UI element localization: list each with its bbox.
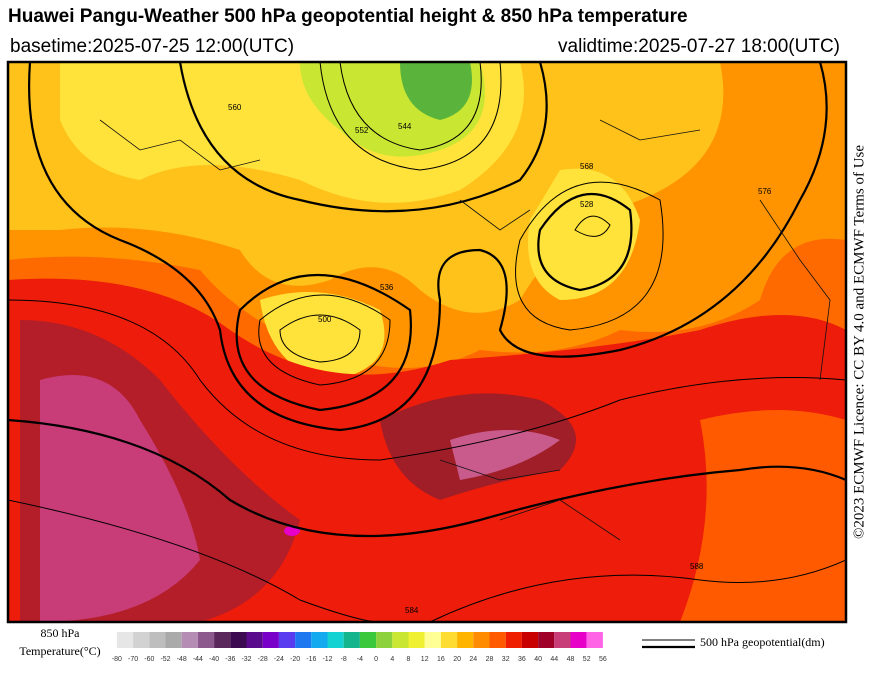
contour-label: 500 [318, 315, 332, 324]
colorbar-tick: 40 [534, 656, 542, 663]
colorbar-tick: -8 [341, 656, 347, 663]
colorbar-swatch [570, 632, 587, 648]
contour-label: 528 [580, 200, 594, 209]
colorbar-swatch [538, 632, 555, 648]
colorbar-swatch [376, 632, 393, 648]
colorbar-tick: 32 [502, 656, 510, 663]
colorbar-tick: -32 [241, 656, 251, 663]
colorbar-swatch [165, 632, 182, 648]
colorbar-tick: 24 [469, 656, 477, 663]
colorbar-tick: 8 [407, 656, 411, 663]
colorbar-swatch [149, 632, 166, 648]
colorbar-tick: -48 [177, 656, 187, 663]
colorbar-swatch [278, 632, 296, 648]
colorbar-swatch [489, 632, 506, 648]
colorbar-swatch [116, 632, 134, 648]
contour-label: 588 [690, 562, 704, 571]
colorbar-tick: 20 [453, 656, 461, 663]
contour-label: 552 [355, 126, 369, 135]
colorbar-swatch [586, 632, 603, 648]
contour-label: 560 [228, 103, 242, 112]
colorbar-tick: -80 [112, 656, 122, 663]
colorbar-tick: 12 [421, 656, 429, 663]
colorbar-tick: -40 [209, 656, 219, 663]
license: ©2023 ECMWF Licence: CC BY 4.0 and ECMWF… [851, 145, 867, 539]
colorbar-tick: 16 [437, 656, 445, 663]
colorbar-swatch [246, 632, 263, 648]
colorbar-swatch [521, 632, 539, 648]
colorbar-swatch [343, 632, 360, 648]
colorbar-tick: -28 [258, 656, 268, 663]
colorbar-tick: 28 [486, 656, 494, 663]
colorbar-tick: 56 [599, 656, 607, 663]
contour-label: 536 [380, 283, 394, 292]
colorbar-swatch [392, 632, 409, 648]
colorbar-tick: -4 [357, 656, 363, 663]
colorbar-title: 850 hPa [41, 626, 81, 640]
colorbar-tick: -12 [322, 656, 332, 663]
validtime: validtime:2025-07-27 18:00(UTC) [558, 36, 840, 57]
contour-label: 544 [398, 122, 412, 131]
colorbar-swatch [554, 632, 571, 648]
colorbar-swatch [408, 632, 425, 648]
colorbar-tick: -52 [160, 656, 170, 663]
colorbar-title: Temperature(°C) [19, 644, 100, 658]
colorbar-swatch [295, 632, 312, 648]
contour-label: 584 [405, 606, 419, 615]
colorbar-tick: -36 [225, 656, 235, 663]
colorbar-swatch [505, 632, 522, 648]
colorbar-tick: 36 [518, 656, 526, 663]
colorbar-swatch [311, 632, 328, 648]
title: Huawei Pangu-Weather 500 hPa geopotentia… [8, 6, 688, 27]
colorbar-tick: -60 [144, 656, 154, 663]
colorbar-swatch [262, 632, 279, 648]
colorbar-swatch [230, 632, 247, 648]
colorbar-swatch [197, 632, 215, 648]
colorbar-swatch [359, 632, 377, 648]
colorbar-swatch [133, 632, 150, 648]
contour-legend: 500 hPa geopotential(dm) [700, 635, 825, 649]
colorbar-tick: -24 [274, 656, 284, 663]
colorbar: -80 -70 -60 -52 -48 -44 -40 -36 -32 -28 -24 -20 -16-… [112, 632, 607, 663]
colorbar-tick: -44 [193, 656, 203, 663]
colorbar-swatch [424, 632, 441, 648]
colorbar-swatch [214, 632, 231, 648]
contour-label: 568 [580, 162, 594, 171]
colorbar-swatch [440, 632, 458, 648]
colorbar-tick: 4 [390, 656, 394, 663]
colorbar-swatch [181, 632, 198, 648]
colorbar-swatch [327, 632, 344, 648]
basetime: basetime:2025-07-25 12:00(UTC) [10, 36, 294, 57]
colorbar-tick: -16 [306, 656, 316, 663]
colorbar-tick: 48 [567, 656, 575, 663]
colorbar-tick: 52 [583, 656, 591, 663]
colorbar-tick: 0 [374, 656, 378, 663]
colorbar-tick: -70 [128, 656, 138, 663]
colorbar-tick: -20 [290, 656, 300, 663]
colorbar-tick: 44 [550, 656, 558, 663]
colorbar-swatch [457, 632, 474, 648]
contour-label: 576 [758, 187, 772, 196]
colorbar-swatch [473, 632, 490, 648]
map: 500 560 552 544 584 568 576 588 536 528 [6, 60, 848, 624]
